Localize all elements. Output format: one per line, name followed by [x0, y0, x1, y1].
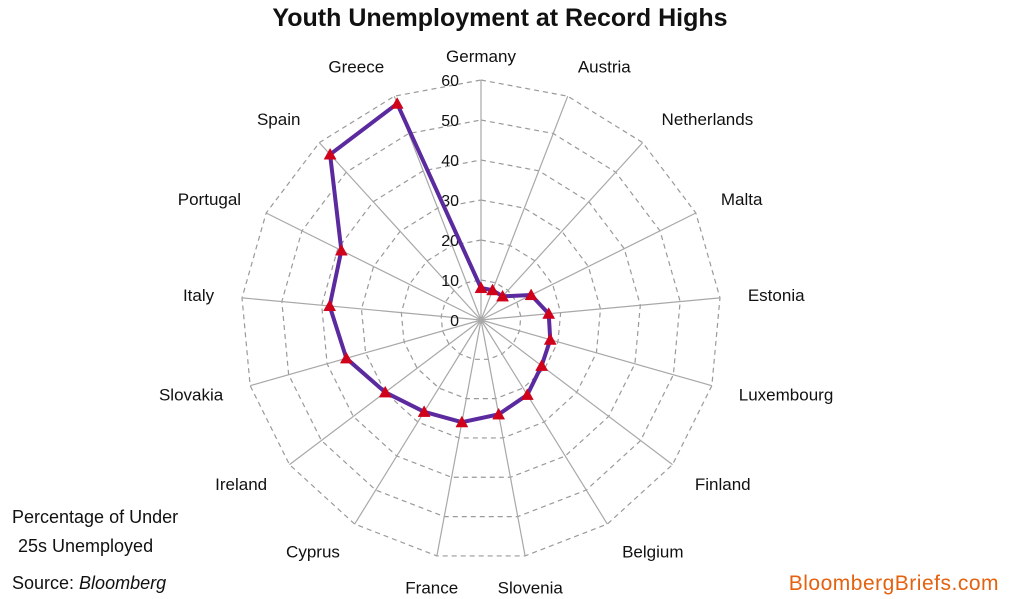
spoke-italy — [241, 297, 482, 321]
brand-link[interactable]: BloombergBriefs.com — [788, 572, 999, 595]
data-point-portugal — [334, 243, 348, 256]
data-point-luxembourg — [543, 333, 557, 345]
data-point-ireland — [378, 385, 392, 398]
tick-label: 60 — [441, 73, 459, 90]
data-point-slovenia — [492, 407, 506, 420]
tick-label: 50 — [441, 113, 459, 130]
data-point-netherlands — [496, 289, 509, 302]
category-label-netherlands: Netherlands — [662, 110, 754, 129]
category-label-slovakia: Slovakia — [159, 385, 224, 404]
data-point-greece — [390, 97, 404, 109]
category-label-slovenia: Slovenia — [498, 578, 564, 597]
category-label-spain: Spain — [257, 110, 300, 129]
category-label-luxembourg: Luxembourg — [739, 385, 834, 404]
tick-label: 40 — [441, 153, 459, 170]
grid-ring-60 — [241, 79, 721, 557]
data-point-belgium — [520, 388, 534, 400]
tick-label: 10 — [441, 273, 459, 290]
data-point-spain — [323, 147, 337, 160]
category-label-greece: Greece — [328, 57, 384, 76]
spoke-france — [436, 319, 482, 557]
spoke-spain — [318, 142, 482, 321]
category-labels: Germany Austria Netherlands Malta Estonia Lux… — [159, 47, 833, 597]
spoke-netherlands — [480, 142, 644, 321]
category-label-ireland: Ireland — [215, 475, 267, 494]
data-point-germany — [474, 281, 488, 294]
category-label-austria: Austria — [578, 57, 631, 76]
spoke-luxembourg — [480, 319, 713, 387]
footnote-line-2: 25s Unemployed — [18, 536, 154, 556]
category-label-portugal: Portugal — [178, 190, 241, 209]
radar-spokes — [241, 80, 721, 557]
spoke-cyprus — [354, 319, 482, 525]
category-label-france: France — [405, 578, 458, 597]
series-line — [327, 101, 553, 425]
source-label: Source: — [12, 573, 80, 593]
category-label-italy: Italy — [183, 286, 215, 305]
grid-ring-50 — [281, 119, 681, 518]
source-name: Bloomberg — [79, 573, 167, 593]
grid-ring-30 — [360, 199, 602, 439]
grid-ring-10 — [440, 279, 522, 360]
category-label-belgium: Belgium — [622, 542, 683, 561]
data-point-france — [455, 415, 469, 428]
data-point-italy — [323, 299, 337, 312]
data-point-malta — [524, 288, 538, 301]
chart-title: Youth Unemployment at Record Highs — [272, 4, 728, 32]
category-label-malta: Malta — [721, 190, 763, 209]
grid-ring-40 — [321, 159, 641, 478]
grid-ring-20 — [400, 239, 562, 400]
data-point-austria — [486, 283, 499, 296]
spoke-estonia — [480, 297, 721, 321]
category-label-finland: Finland — [695, 475, 751, 494]
data-point-estonia — [542, 307, 556, 319]
category-label-germany: Germany — [446, 47, 516, 66]
spoke-slovakia — [249, 319, 482, 387]
data-series — [323, 97, 557, 428]
category-label-cyprus: Cyprus — [286, 542, 340, 561]
spoke-austria — [480, 95, 569, 321]
tick-label: 20 — [441, 233, 459, 250]
spoke-malta — [480, 212, 697, 321]
source-note: Source: Bloomberg — [12, 573, 166, 594]
spoke-finland — [480, 319, 673, 466]
data-point-cyprus — [417, 405, 431, 417]
footnote-line-1: Percentage of Under — [12, 507, 179, 527]
radar-grid — [241, 79, 721, 557]
spoke-belgium — [480, 319, 608, 525]
tick-label: 0 — [450, 313, 459, 330]
data-point-finland — [535, 359, 549, 371]
spoke-portugal — [265, 212, 482, 321]
category-label-estonia: Estonia — [748, 286, 805, 305]
spoke-slovenia — [480, 319, 526, 557]
data-point-slovakia — [339, 351, 353, 364]
